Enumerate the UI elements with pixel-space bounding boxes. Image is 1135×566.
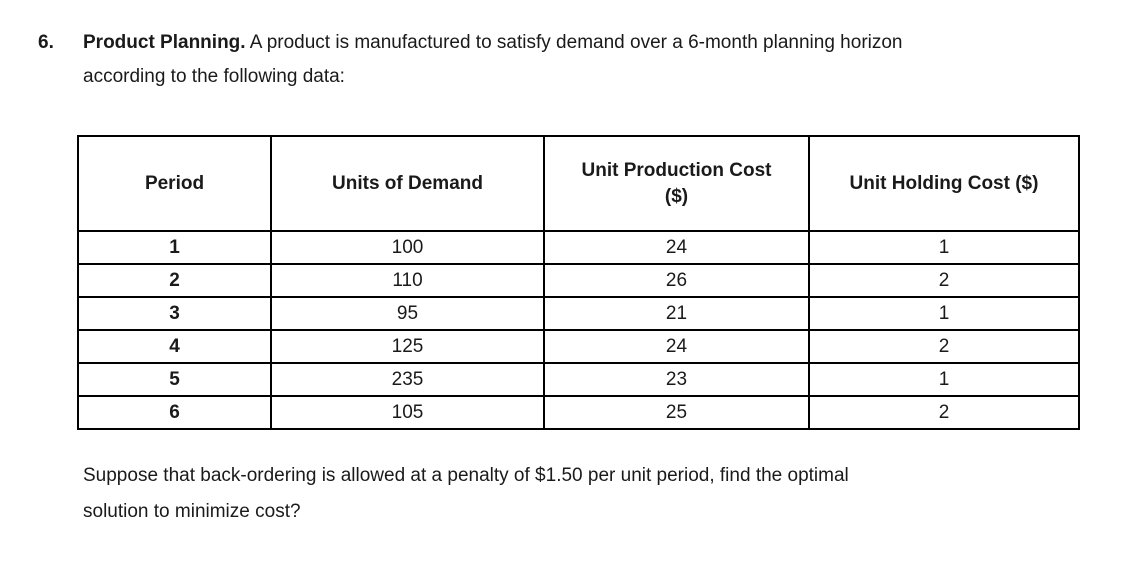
- cell-unit-holding-cost: 1: [808, 362, 1080, 397]
- problem-title: Product Planning.: [83, 32, 246, 53]
- problem-intro: 6. Product Planning. A product is manufa…: [38, 26, 903, 94]
- problem-intro-line1: Product Planning. A product is manufactu…: [83, 32, 903, 53]
- cell-unit-production-cost: 26: [543, 263, 810, 298]
- cell-period: 2: [77, 263, 272, 298]
- problem-intro-line2: according to the following data:: [83, 66, 345, 87]
- cell-unit-holding-cost: 1: [808, 230, 1080, 265]
- cell-unit-holding-cost: 1: [808, 296, 1080, 331]
- cell-units-of-demand: 105: [270, 395, 545, 430]
- cell-unit-production-cost: 24: [543, 329, 810, 364]
- cell-unit-production-cost: 23: [543, 362, 810, 397]
- problem-intro-line1-rest: A product is manufactured to satisfy dem…: [245, 32, 903, 53]
- table-row: 1 100 24 1: [77, 230, 1080, 265]
- table-row: 5 235 23 1: [77, 362, 1080, 397]
- cell-unit-production-cost: 21: [543, 296, 810, 331]
- table-row: 3 95 21 1: [77, 296, 1080, 331]
- cell-unit-holding-cost: 2: [808, 263, 1080, 298]
- column-header-period: Period: [77, 135, 272, 232]
- question-text: Suppose that back-ordering is allowed at…: [83, 458, 849, 530]
- cell-unit-production-cost: 25: [543, 395, 810, 430]
- cell-period: 1: [77, 230, 272, 265]
- problem-number: 6.: [38, 32, 54, 53]
- cell-unit-production-cost: 24: [543, 230, 810, 265]
- problem-statement: Product Planning. A product is manufactu…: [83, 26, 903, 94]
- column-header-units-of-demand: Units of Demand: [270, 135, 545, 232]
- question-line1: Suppose that back-ordering is allowed at…: [83, 465, 849, 486]
- table-row: 2 110 26 2: [77, 263, 1080, 298]
- table-row: 4 125 24 2: [77, 329, 1080, 364]
- column-header-unit-holding-cost: Unit Holding Cost ($): [808, 135, 1080, 232]
- cell-period: 5: [77, 362, 272, 397]
- table-header-row: Period Units of Demand Unit Production C…: [77, 135, 1080, 232]
- cell-units-of-demand: 110: [270, 263, 545, 298]
- cell-units-of-demand: 235: [270, 362, 545, 397]
- cell-units-of-demand: 125: [270, 329, 545, 364]
- demand-data-table: Period Units of Demand Unit Production C…: [77, 135, 1080, 430]
- cell-unit-holding-cost: 2: [808, 329, 1080, 364]
- cell-period: 4: [77, 329, 272, 364]
- column-header-unit-production-cost: Unit Production Cost ($): [543, 135, 810, 232]
- cell-period: 6: [77, 395, 272, 430]
- cell-period: 3: [77, 296, 272, 331]
- cell-units-of-demand: 95: [270, 296, 545, 331]
- question-line2: solution to minimize cost?: [83, 501, 301, 522]
- table-row: 6 105 25 2: [77, 395, 1080, 430]
- cell-unit-holding-cost: 2: [808, 395, 1080, 430]
- cell-units-of-demand: 100: [270, 230, 545, 265]
